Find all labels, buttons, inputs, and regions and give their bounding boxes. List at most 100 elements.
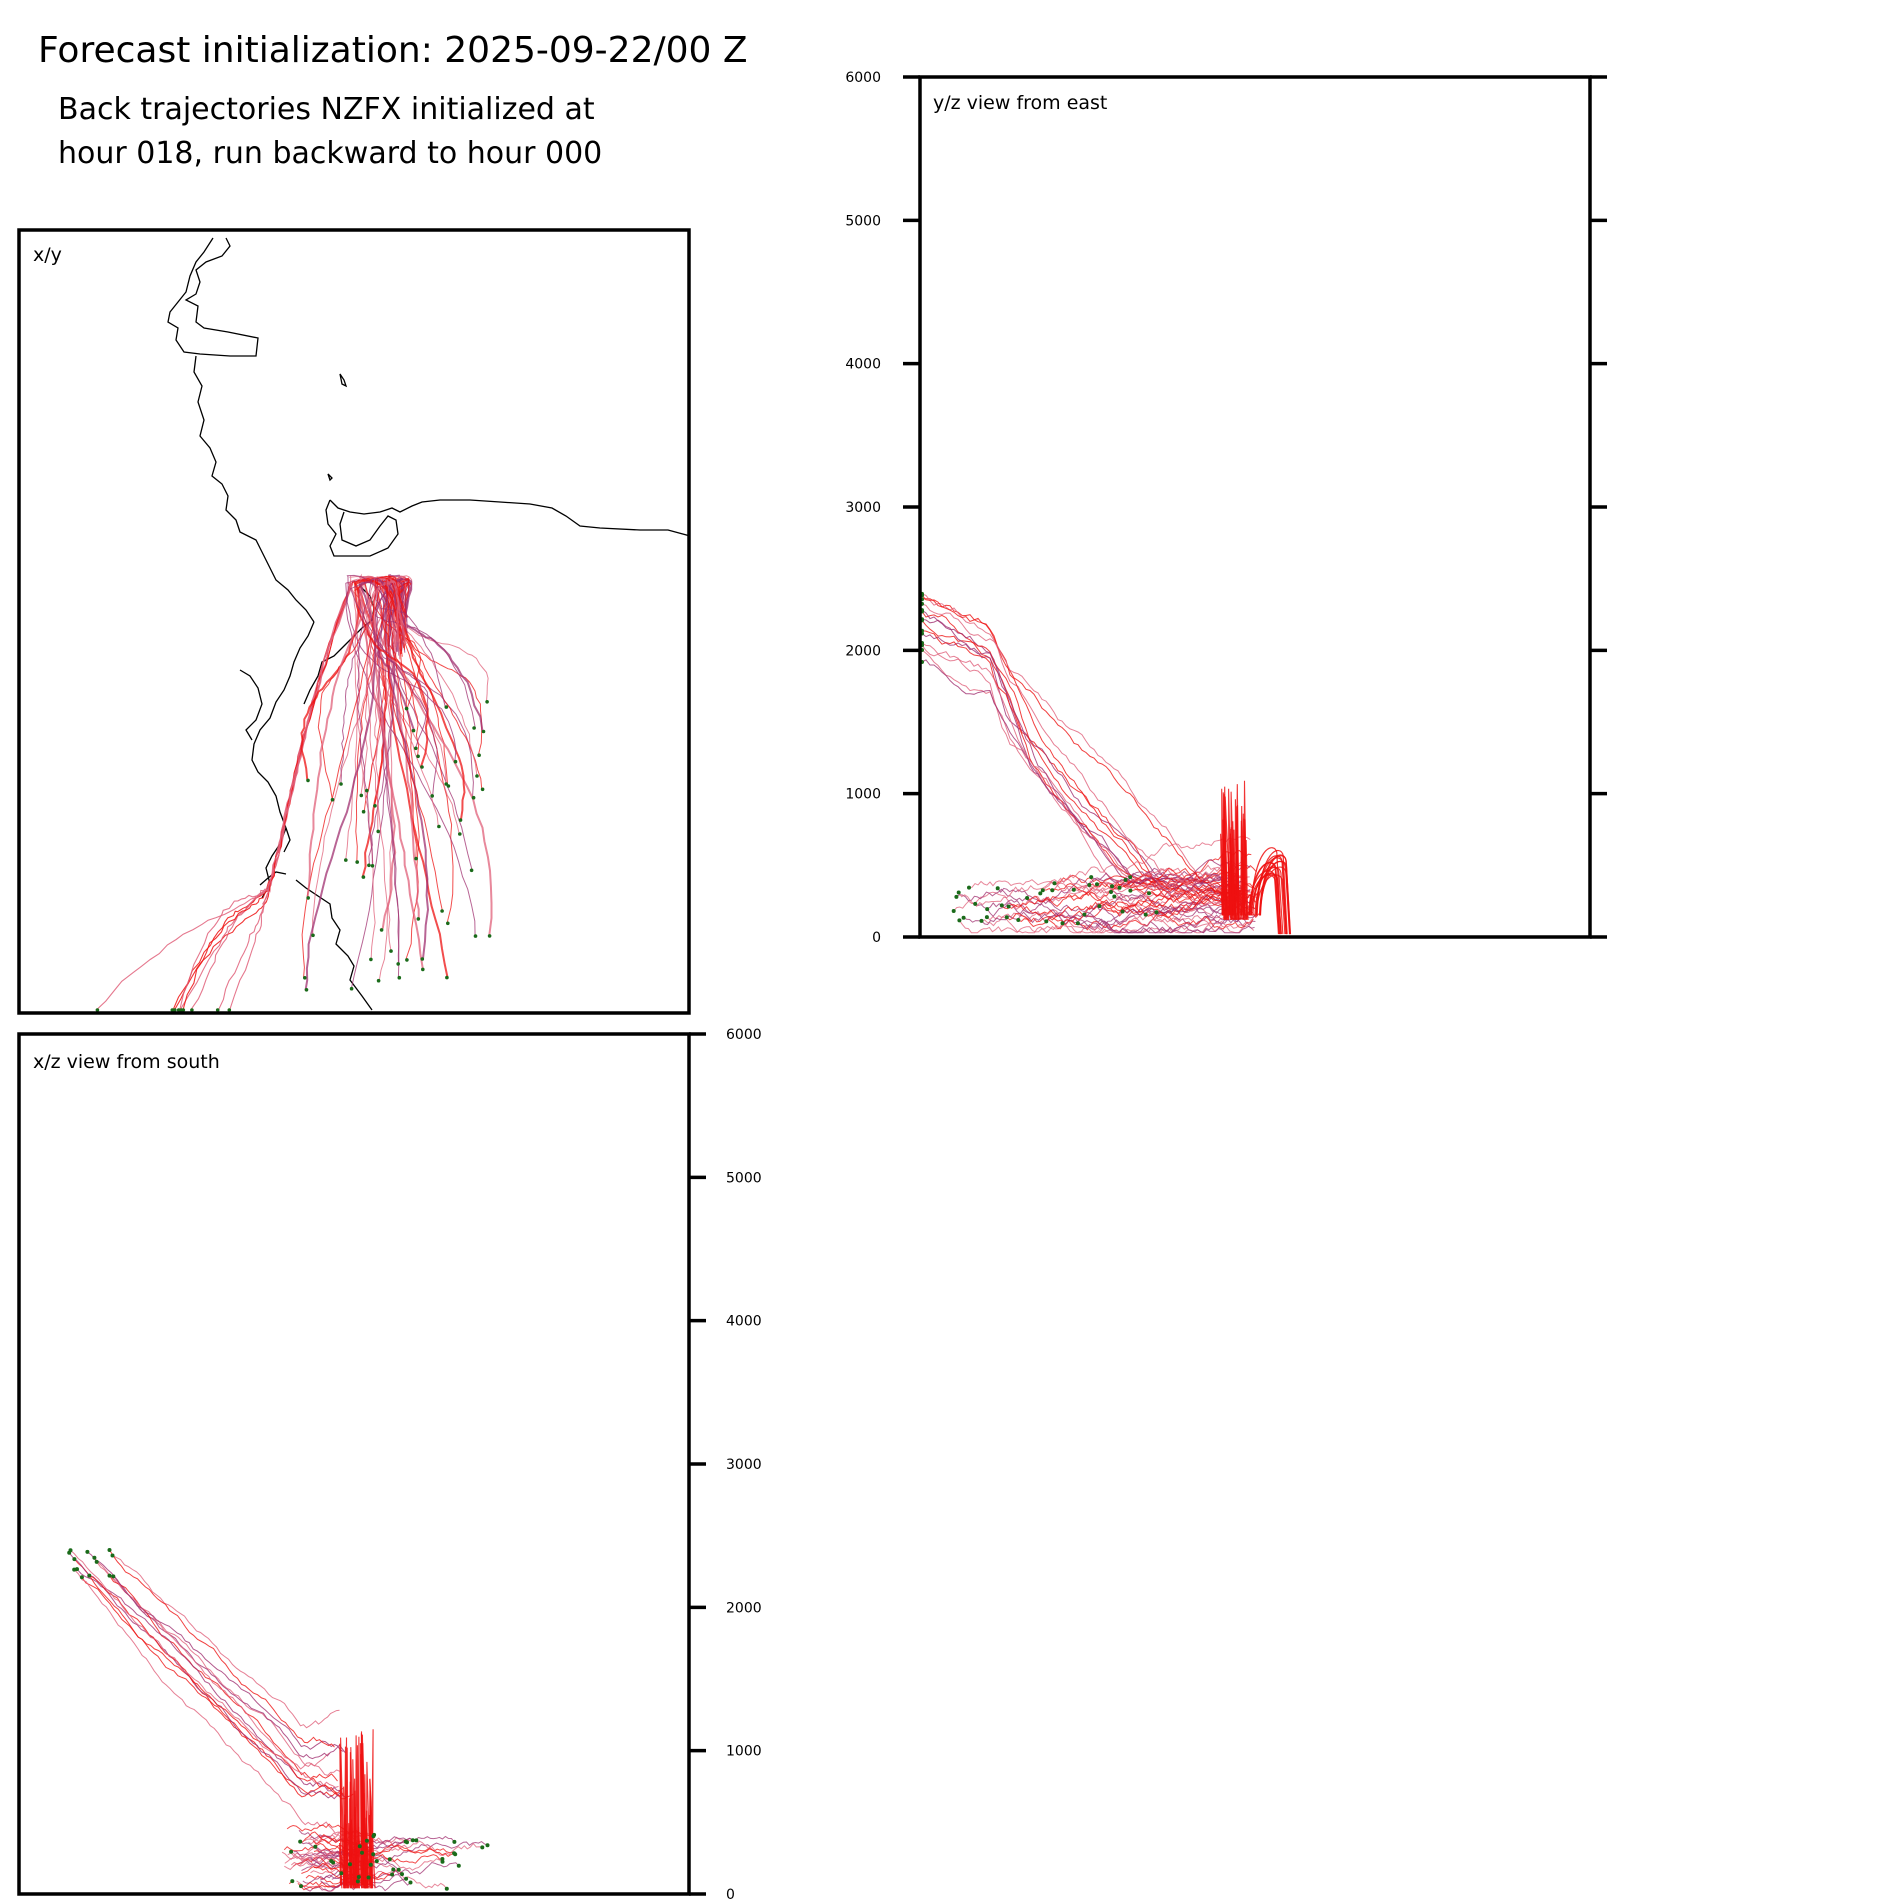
- xz-endpoint-marker: [111, 1574, 116, 1579]
- xz-axis-ticks: 0 1000 2000 3000 4000 5000 6000: [689, 1027, 762, 1900]
- axis-tick-label: 3000: [726, 1457, 762, 1473]
- yz-trajectory-line: [921, 620, 1227, 896]
- yz-endpoint-marker: [961, 915, 966, 920]
- xz-endpoint-marker: [107, 1548, 112, 1552]
- panel-xz-label: x/z view from south: [33, 1051, 220, 1073]
- figure-subtitle-line1: Back trajectories NZFX initialized at: [58, 92, 595, 127]
- xy-endpoint-marker: [389, 949, 393, 953]
- xy-endpoint-marker: [330, 797, 335, 802]
- panel-xy-label: x/y: [33, 244, 62, 266]
- xz-trajectory-line: [109, 1549, 335, 1748]
- xz-endpoint-marker: [289, 1849, 294, 1854]
- xy-endpoint-marker: [485, 700, 489, 704]
- xy-endpoint-marker: [469, 868, 474, 873]
- xz-endpoint-marker: [79, 1575, 84, 1580]
- yz-endpoint-group: [920, 591, 1159, 926]
- yz-trajectory-line: [921, 609, 1227, 885]
- xy-trajectory-line: [179, 581, 354, 1011]
- xz-endpoint-marker: [452, 1851, 457, 1856]
- yz-trajectory-line: [1255, 857, 1288, 935]
- yz-endpoint-marker: [984, 915, 989, 920]
- xy-endpoint-marker: [487, 934, 492, 938]
- xy-trajectory-line: [384, 582, 443, 911]
- xy-endpoint-marker: [405, 958, 409, 962]
- yz-vertical-spike: [1235, 784, 1240, 920]
- xz-vertical-spike: [350, 1827, 355, 1889]
- xy-trajectory-line: [354, 579, 429, 768]
- xz-endpoint-marker: [440, 1859, 445, 1864]
- xy-endpoint-marker: [416, 917, 421, 921]
- xy-endpoint-marker: [227, 1008, 232, 1012]
- axis-tick-label: 0: [726, 1887, 735, 1900]
- xy-endpoint-marker: [445, 975, 449, 980]
- xy-endpoint-marker: [370, 864, 375, 868]
- xy-endpoint-marker: [477, 753, 481, 757]
- xy-endpoint-marker: [376, 829, 381, 834]
- xz-endpoint-marker: [405, 1840, 409, 1845]
- yz-vertical-spike: [1243, 839, 1249, 920]
- xz-endpoint-marker: [339, 1871, 344, 1876]
- xy-endpoint-marker: [359, 793, 364, 798]
- yz-trajectory-line: [1052, 836, 1251, 891]
- yz-endpoint-marker: [1095, 882, 1099, 887]
- yz-trajectory-line: [921, 603, 1227, 882]
- coastline-segment: [295, 879, 373, 1011]
- yz-endpoint-marker: [1117, 885, 1122, 890]
- xz-endpoint-marker: [444, 1886, 449, 1891]
- xy-trajectory-line: [354, 576, 399, 961]
- yz-trajectory-line: [921, 659, 1227, 895]
- xz-vertical-spike: [353, 1806, 358, 1889]
- xy-endpoint-marker: [379, 928, 384, 932]
- xz-endpoint-group: [67, 1548, 490, 1891]
- xy-endpoint-marker: [453, 759, 458, 764]
- yz-vertical-spike: [1243, 819, 1248, 920]
- coastline-segment: [193, 355, 315, 623]
- xy-endpoint-marker: [471, 795, 476, 800]
- coastline-segment: [167, 237, 259, 357]
- xz-vertical-spike: [363, 1838, 368, 1889]
- xy-trajectory-group: [95, 573, 493, 1012]
- xz-trajectory-line: [109, 1575, 338, 1782]
- xy-endpoint-marker: [376, 978, 381, 983]
- xy-trajectory-line: [374, 580, 438, 796]
- xy-endpoint-marker: [458, 818, 463, 822]
- xz-endpoint-marker: [360, 1850, 364, 1855]
- yz-trajectory-line: [1026, 868, 1253, 908]
- xz-endpoint-marker: [371, 1834, 376, 1839]
- yz-trajectory-line: [921, 598, 1227, 888]
- axis-tick-label: 5000: [845, 213, 881, 229]
- yz-trajectory-line: [1062, 898, 1246, 930]
- xy-endpoint-marker: [473, 934, 478, 938]
- xy-endpoint-marker: [472, 726, 476, 730]
- xy-trajectory-line: [374, 581, 446, 708]
- xz-endpoint-marker: [440, 1857, 445, 1861]
- yz-trajectory-line: [921, 649, 1227, 908]
- xz-vertical-spike: [343, 1850, 347, 1889]
- coastline-segment: [327, 473, 333, 482]
- yz-endpoint-marker: [1087, 883, 1092, 887]
- yz-trajectory-line: [921, 644, 1227, 895]
- yz-vertical-spike: [1232, 829, 1237, 920]
- xy-endpoint-marker: [480, 787, 485, 792]
- yz-endpoint-marker: [1128, 875, 1133, 880]
- xz-vertical-spike: [345, 1747, 349, 1889]
- xy-trajectory-line: [385, 577, 417, 859]
- xz-endpoint-marker: [110, 1553, 115, 1558]
- yz-trajectory-line: [1006, 890, 1260, 923]
- xz-endpoint-marker: [329, 1859, 334, 1863]
- yz-trajectory-line: [1259, 866, 1291, 935]
- xz-endpoint-marker: [452, 1839, 457, 1844]
- xy-endpoint-marker: [373, 804, 377, 808]
- xz-trajectory-line: [284, 1840, 483, 1871]
- xz-endpoint-marker: [356, 1875, 361, 1879]
- xz-endpoint-marker: [396, 1867, 401, 1872]
- xy-endpoint-marker: [481, 729, 486, 734]
- xz-trajectory-line: [89, 1575, 344, 1795]
- yz-endpoint-marker: [1154, 910, 1159, 915]
- yz-axis-ticks: 0 1000 2000 3000 4000 5000 6000: [845, 70, 1607, 946]
- coastline-segment: [329, 499, 689, 537]
- xy-endpoint-marker: [190, 1008, 194, 1012]
- xy-endpoint-marker: [430, 794, 435, 798]
- xz-endpoint-marker: [400, 1872, 404, 1877]
